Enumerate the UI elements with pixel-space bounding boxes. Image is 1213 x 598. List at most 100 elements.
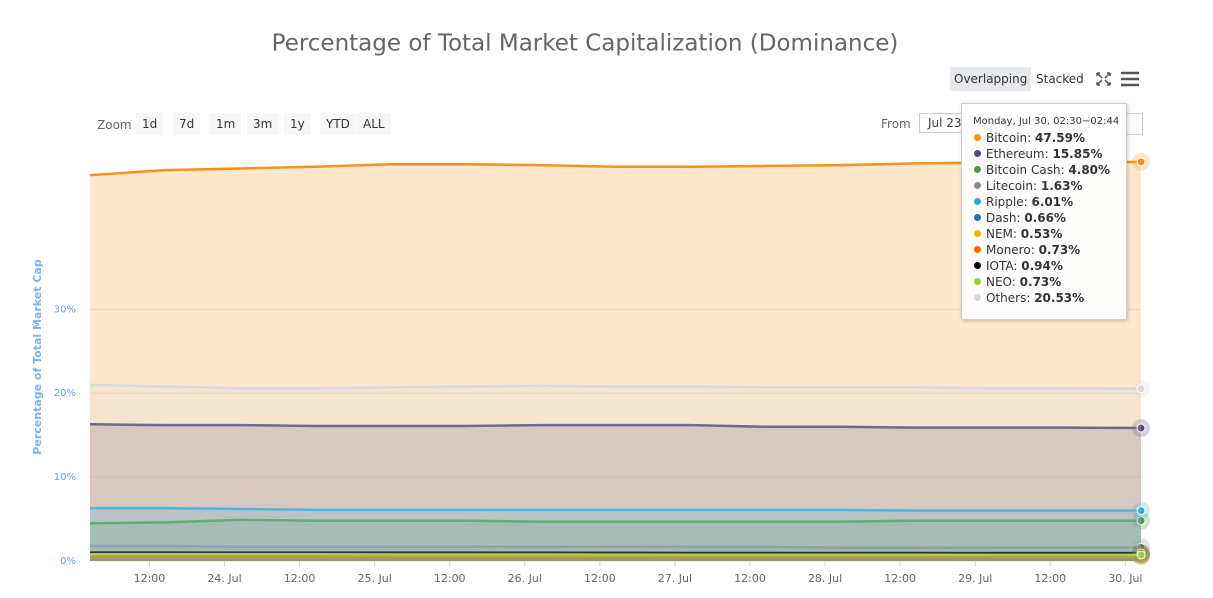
tooltip-series-name: Litecoin xyxy=(986,179,1033,193)
mode-button[interactable]: Stacked xyxy=(1036,72,1084,86)
tooltip-value: 20.53% xyxy=(1034,291,1085,305)
tooltip-row: NEM: 0.53% xyxy=(962,227,1126,243)
tooltip-value: 4.80% xyxy=(1068,163,1111,177)
x-tick-label: 25. Jul xyxy=(358,572,392,585)
tooltip-dot xyxy=(974,214,981,221)
tooltip-series-name: Bitcoin xyxy=(986,131,1028,145)
tooltip-header: Monday, Jul 30, 02:30−02:44 xyxy=(973,116,1120,127)
x-tick-label: 28. Jul xyxy=(808,572,842,585)
end-marker xyxy=(1136,550,1146,560)
y-tick-label: 30% xyxy=(54,304,76,315)
mode-button[interactable]: Overlapping xyxy=(950,67,1032,91)
from-label: From xyxy=(881,117,911,131)
x-tick-label: 26. Jul xyxy=(508,572,542,585)
zoom-button[interactable]: ALL xyxy=(357,113,391,135)
tooltip-series-name: Dash xyxy=(986,211,1017,225)
line xyxy=(90,553,1141,557)
tooltip-value: 1.63% xyxy=(1040,179,1083,193)
tooltip-dot xyxy=(974,278,981,285)
tooltip-dot xyxy=(974,246,981,253)
end-marker xyxy=(1136,384,1146,394)
tooltip-row: Dash: 0.66% xyxy=(962,211,1126,227)
area xyxy=(90,508,1141,561)
tooltip-series-name: Ripple xyxy=(986,195,1024,209)
end-marker xyxy=(1136,423,1146,433)
y-tick-label: 20% xyxy=(54,388,76,399)
y-tick-label: 0% xyxy=(60,556,76,567)
tooltip-value: 0.53% xyxy=(1020,227,1063,241)
x-tick-label: 27. Jul xyxy=(658,572,692,585)
area xyxy=(90,384,1141,561)
tooltip-dot xyxy=(974,294,981,301)
tooltip-row: Monero: 0.73% xyxy=(962,243,1126,259)
tooltip-dot xyxy=(974,230,981,237)
tooltip-dot xyxy=(974,182,981,189)
zoom-button[interactable]: 3m xyxy=(247,113,279,135)
line xyxy=(90,506,1142,512)
x-tick-label: 29. Jul xyxy=(958,572,992,585)
tooltip-value: 6.01% xyxy=(1031,195,1074,209)
toolbar-icons[interactable] xyxy=(1096,71,1139,87)
tooltip-value: 0.73% xyxy=(1019,275,1062,289)
tooltip-series-name: Ethereum xyxy=(986,147,1045,161)
x-tick-label: 12:00 xyxy=(584,572,616,585)
tooltip-value: 15.85% xyxy=(1052,147,1103,161)
tooltip-series-name: Others xyxy=(986,291,1027,305)
line xyxy=(90,551,1141,555)
tooltip-row: Ethereum: 15.85% xyxy=(962,147,1126,163)
tooltip-row: Others: 20.53% xyxy=(962,291,1126,307)
tooltip-dot xyxy=(974,262,981,269)
end-marker xyxy=(1136,516,1146,526)
x-tick-label: 12:00 xyxy=(284,572,316,585)
tooltip: Monday, Jul 30, 02:30−02:44 Bitcoin: 47.… xyxy=(961,103,1127,320)
line xyxy=(89,423,1142,430)
area xyxy=(90,519,1141,561)
tooltip-row: Bitcoin Cash: 4.80% xyxy=(962,163,1126,179)
tooltip-series-name: NEO xyxy=(986,275,1012,289)
tooltip-row: Ripple: 6.01% xyxy=(962,195,1126,211)
menu-icon[interactable] xyxy=(1121,71,1139,87)
chart-title: Percentage of Total Market Capitalizatio… xyxy=(272,31,899,57)
zoom-button[interactable]: 1m xyxy=(210,113,242,135)
y-tick-label: 10% xyxy=(54,472,76,483)
end-marker xyxy=(1136,506,1146,516)
y-axis-title: Percentage of Total Market Cap xyxy=(31,259,44,455)
area xyxy=(90,554,1141,561)
line xyxy=(90,544,1142,549)
x-tick-label: 12:00 xyxy=(884,572,916,585)
x-tick-label: 12:00 xyxy=(734,572,766,585)
x-tick-label: 12:00 xyxy=(1034,572,1066,585)
line xyxy=(89,518,1141,525)
tooltip-row: Litecoin: 1.63% xyxy=(962,179,1126,195)
zoom-button[interactable]: 1y xyxy=(284,113,311,135)
tooltip-series-name: IOTA xyxy=(986,259,1014,273)
tooltip-dot xyxy=(974,166,981,173)
tooltip-value: 0.66% xyxy=(1024,211,1066,225)
tooltip-series-name: Bitcoin Cash xyxy=(986,163,1061,177)
area xyxy=(90,161,1141,562)
line xyxy=(89,383,1142,391)
x-tick-label: 12:00 xyxy=(434,572,466,585)
area xyxy=(90,424,1141,561)
fullscreen-icon[interactable] xyxy=(1096,72,1111,86)
tooltip-dot xyxy=(974,134,981,141)
tooltip-dot xyxy=(974,150,981,157)
zoom-button[interactable]: YTD xyxy=(320,113,356,135)
tooltip-row: IOTA: 0.94% xyxy=(962,259,1126,275)
tooltip-value: 0.73% xyxy=(1038,243,1081,257)
zoom-button[interactable]: 7d xyxy=(173,113,201,135)
tooltip-series-name: Monero xyxy=(986,243,1031,257)
tooltip-dot xyxy=(974,198,981,205)
x-tick-label: 24. Jul xyxy=(207,572,241,585)
tooltip-row: Bitcoin: 47.59% xyxy=(962,131,1126,147)
tooltip-rows: Bitcoin: 47.59% Ethereum: 15.85% Bitcoin C… xyxy=(962,131,1126,307)
tooltip-value: 0.94% xyxy=(1021,259,1063,273)
tooltip-value: 47.59% xyxy=(1035,131,1085,145)
tooltip-row: NEO: 0.73% xyxy=(962,275,1126,291)
zoom-label: Zoom xyxy=(97,118,132,132)
x-tick-label: 30. Jul xyxy=(1108,572,1142,585)
zoom-button[interactable]: 1d xyxy=(136,113,164,135)
tooltip-series-name: NEM xyxy=(986,227,1013,241)
